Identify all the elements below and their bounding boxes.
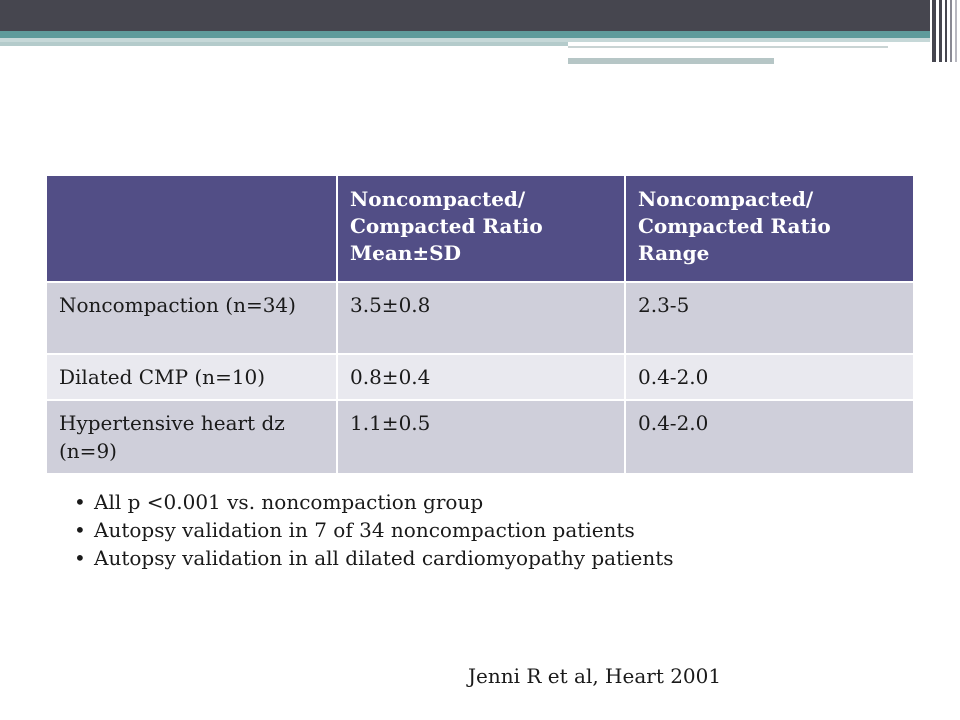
table-cell: 0.8±0.4	[337, 353, 626, 400]
header-stripe	[955, 0, 957, 62]
header-stripe	[945, 0, 947, 62]
header-accent-bar	[0, 31, 930, 38]
header-stripe	[939, 0, 942, 62]
table-cell: Noncompaction (n=34)	[47, 281, 338, 354]
citation: Jenni R et al, Heart 2001	[468, 664, 722, 688]
header-stripe	[932, 0, 936, 62]
header-short-bar	[568, 58, 774, 64]
list-item: Autopsy validation in 7 of 34 noncompact…	[74, 516, 674, 544]
table-row: Hypertensive heart dz (n=9) 1.1±0.5 0.4-…	[47, 399, 913, 473]
table-header-cell	[47, 176, 338, 282]
findings-list: All p <0.001 vs. noncompaction group Aut…	[74, 488, 674, 572]
header-accent-line	[0, 38, 930, 42]
list-item: All p <0.001 vs. noncompaction group	[74, 488, 674, 516]
table-cell: 1.1±0.5	[337, 399, 626, 473]
table-header-cell: Noncompacted/ Compacted Ratio Mean±SD	[337, 176, 626, 282]
table-cell: 3.5±0.8	[337, 281, 626, 354]
table-cell: 0.4-2.0	[625, 353, 913, 400]
table-header-cell: Noncompacted/ Compacted Ratio Range	[625, 176, 913, 282]
ratio-table: Noncompacted/ Compacted Ratio Mean±SD No…	[47, 176, 913, 473]
header-accent-line-secondary	[0, 42, 568, 46]
table-cell: Hypertensive heart dz (n=9)	[47, 399, 338, 473]
list-item: Autopsy validation in all dilated cardio…	[74, 544, 674, 572]
table-header-row: Noncompacted/ Compacted Ratio Mean±SD No…	[47, 176, 913, 282]
header-stripe	[950, 0, 952, 62]
table-cell: 2.3-5	[625, 281, 913, 354]
table-cell: 0.4-2.0	[625, 399, 913, 473]
header-thin-line	[568, 46, 888, 48]
table-row: Dilated CMP (n=10) 0.8±0.4 0.4-2.0	[47, 353, 913, 400]
table-row: Noncompaction (n=34) 3.5±0.8 2.3-5	[47, 281, 913, 354]
table-cell: Dilated CMP (n=10)	[47, 353, 338, 400]
header-bar	[0, 0, 930, 31]
